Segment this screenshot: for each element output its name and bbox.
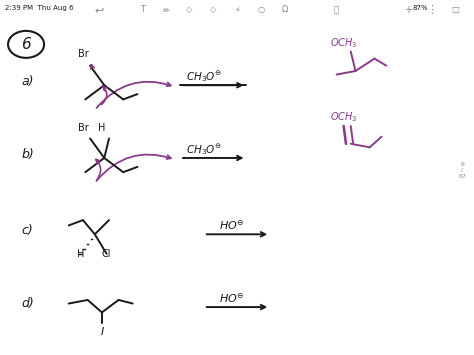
Text: $HO^{\ominus}$: $HO^{\ominus}$ xyxy=(219,219,245,232)
Text: □: □ xyxy=(451,5,459,15)
FancyArrowPatch shape xyxy=(97,82,171,108)
Text: c): c) xyxy=(21,224,33,237)
Text: ○: ○ xyxy=(257,5,264,15)
Text: Ω: Ω xyxy=(281,5,288,15)
Text: d): d) xyxy=(21,297,34,310)
Text: Br: Br xyxy=(78,123,88,133)
Text: ✏: ✏ xyxy=(163,5,169,15)
Text: 87%: 87% xyxy=(412,5,428,11)
Text: 🎙: 🎙 xyxy=(334,5,339,15)
Text: $HO^{\ominus}$: $HO^{\ominus}$ xyxy=(219,291,245,305)
Text: 2:39 PM  Thu Aug 6: 2:39 PM Thu Aug 6 xyxy=(5,5,73,11)
Text: ⋮: ⋮ xyxy=(426,5,437,15)
Text: b): b) xyxy=(21,148,34,161)
Text: H: H xyxy=(98,123,106,133)
Text: $OCH_3$: $OCH_3$ xyxy=(330,36,357,50)
Text: ◇: ◇ xyxy=(186,5,193,15)
Text: H: H xyxy=(77,249,84,260)
Text: $CH_3O^{\ominus}$: $CH_3O^{\ominus}$ xyxy=(186,69,222,84)
Text: $OCH_3$: $OCH_3$ xyxy=(330,110,357,124)
Text: I: I xyxy=(100,327,103,337)
Text: ↩: ↩ xyxy=(95,5,104,15)
Text: a): a) xyxy=(21,75,34,88)
FancyArrowPatch shape xyxy=(97,154,171,181)
Text: +: + xyxy=(404,5,411,15)
Text: Br: Br xyxy=(78,49,88,59)
Text: 6: 6 xyxy=(21,37,31,52)
Text: ◇: ◇ xyxy=(210,5,217,15)
Text: ⚡: ⚡ xyxy=(234,5,240,15)
Text: $CH_3O^{\ominus}$: $CH_3O^{\ominus}$ xyxy=(186,142,222,157)
Text: Cl: Cl xyxy=(102,249,111,260)
Text: 6
/
67: 6 / 67 xyxy=(458,162,466,179)
Text: T: T xyxy=(140,5,145,15)
